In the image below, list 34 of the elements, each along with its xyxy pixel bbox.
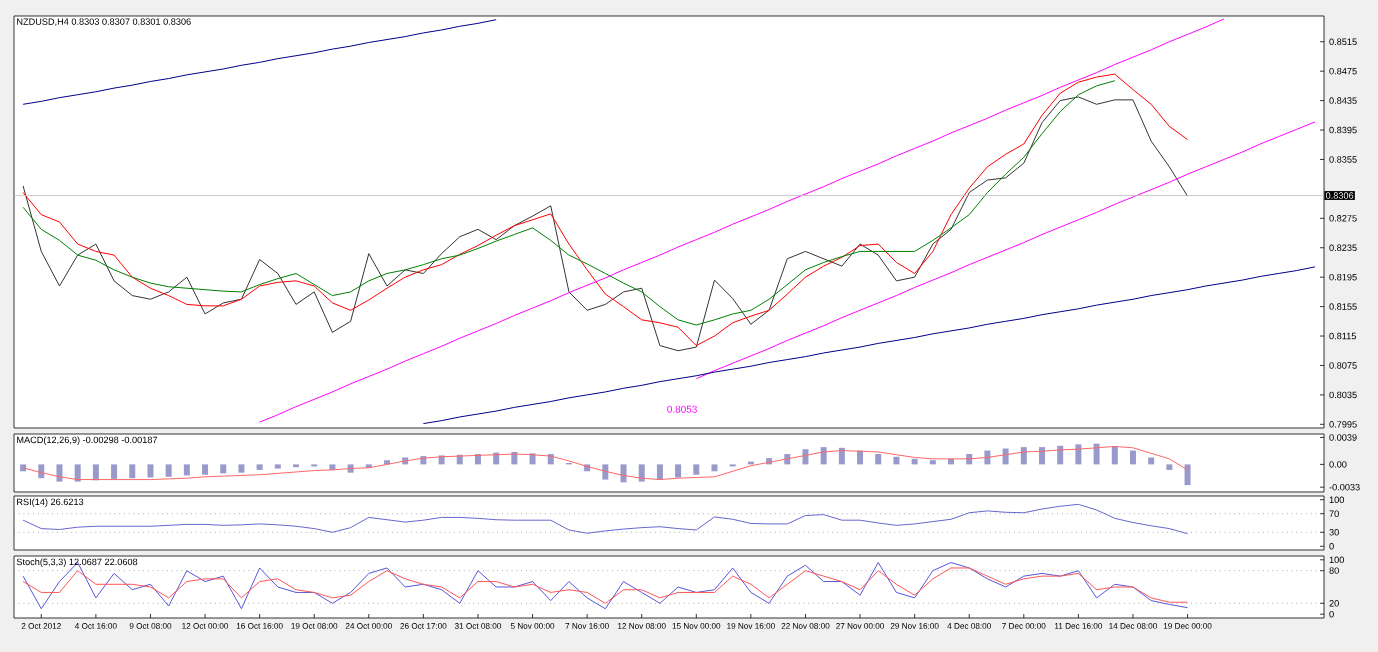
bar (1129, 450, 1136, 465)
bar (875, 454, 882, 465)
bar (256, 464, 263, 470)
bar (820, 447, 827, 465)
bar (56, 464, 63, 482)
bar (620, 464, 627, 483)
bar (656, 464, 663, 480)
bar (675, 464, 682, 478)
bar (893, 456, 900, 465)
bar (165, 464, 172, 477)
bar (602, 464, 609, 480)
bar (238, 464, 245, 473)
bar (1148, 457, 1155, 465)
bar (202, 464, 209, 475)
bar (838, 447, 845, 465)
bar (693, 464, 700, 475)
bar (147, 464, 154, 478)
bar (1093, 443, 1100, 465)
bar (1184, 464, 1191, 486)
bar (1111, 446, 1118, 465)
bar (638, 464, 645, 482)
bar (183, 464, 190, 476)
bar (711, 464, 718, 472)
bar (1075, 444, 1082, 465)
bar (802, 449, 809, 465)
bar (1039, 447, 1045, 465)
bar (1166, 464, 1173, 470)
bar (111, 464, 118, 479)
bar (129, 464, 136, 479)
bar (20, 464, 27, 472)
bar (92, 464, 99, 481)
bar (220, 464, 227, 474)
bar (911, 458, 918, 465)
bar (74, 464, 81, 482)
